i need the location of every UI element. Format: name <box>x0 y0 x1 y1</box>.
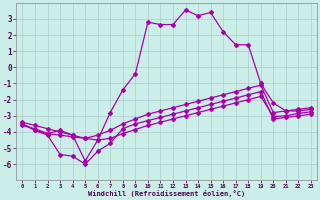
X-axis label: Windchill (Refroidissement éolien,°C): Windchill (Refroidissement éolien,°C) <box>88 190 245 197</box>
